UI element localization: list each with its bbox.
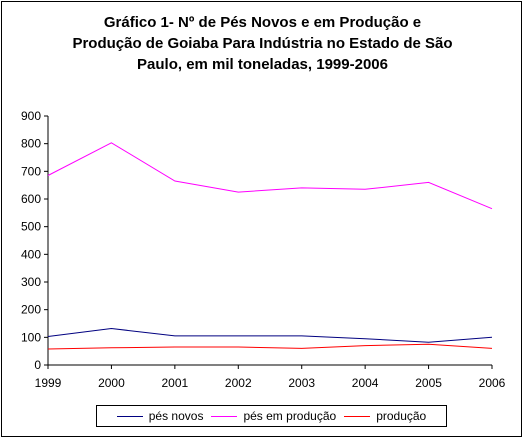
x-axis-ticks: 1999 2000 2001 2002 2003 2004 2005 2006 bbox=[35, 365, 506, 390]
x-tick-label: 2003 bbox=[288, 376, 315, 390]
series-line-pes-em-producao bbox=[47, 142, 493, 210]
legend-item-pes-em-producao: pés em produção bbox=[211, 409, 336, 423]
legend-item-pes-novos: pés novos bbox=[116, 409, 204, 423]
legend-swatch-pes-novos bbox=[116, 415, 143, 417]
x-tick-label: 2002 bbox=[225, 376, 252, 390]
y-tick-label: 300 bbox=[21, 275, 41, 289]
y-tick-label: 100 bbox=[21, 330, 41, 344]
y-axis-ticks: 0 100 200 300 400 500 600 700 800 900 bbox=[21, 109, 48, 372]
y-tick-label: 700 bbox=[21, 164, 41, 178]
y-tick-label: 900 bbox=[21, 109, 41, 123]
y-tick-label: 600 bbox=[21, 192, 41, 206]
y-tick-label: 200 bbox=[21, 303, 41, 317]
chart-title-line-2: Produção de Goiaba Para Indústria no Est… bbox=[72, 35, 453, 52]
series-lines bbox=[47, 142, 493, 350]
chart-title-line-1: Gráfico 1- Nº de Pés Novos e em Produção… bbox=[103, 14, 422, 31]
chart-title-line-3: Paulo, em mil toneladas, 1999-2006 bbox=[137, 56, 388, 73]
y-tick-label: 400 bbox=[21, 247, 41, 261]
chart-title: Gráfico 1- Nº de Pés Novos e em Produção… bbox=[0, 12, 525, 75]
x-tick-label: 2001 bbox=[162, 376, 189, 390]
x-tick-label: 2000 bbox=[98, 376, 125, 390]
series-line-pes-novos bbox=[47, 327, 493, 343]
legend: pés novos pés em produção produção bbox=[96, 405, 447, 427]
legend-label-pes-em-producao: pés em produção bbox=[243, 409, 337, 423]
legend-swatch-pes-em-producao bbox=[211, 415, 238, 417]
axes bbox=[47, 116, 492, 366]
x-tick-label: 2004 bbox=[352, 376, 379, 390]
x-tick-label: 2005 bbox=[415, 376, 442, 390]
legend-swatch-producao bbox=[344, 415, 371, 417]
legend-item-producao: produção bbox=[344, 409, 426, 423]
x-tick-label: 1999 bbox=[35, 376, 62, 390]
x-tick-label: 2006 bbox=[479, 376, 506, 390]
series-line-producao bbox=[47, 343, 493, 350]
y-tick-label: 0 bbox=[34, 358, 41, 372]
y-tick-label: 800 bbox=[21, 137, 41, 151]
legend-label-producao: produção bbox=[376, 409, 427, 423]
y-tick-label: 500 bbox=[21, 220, 41, 234]
legend-label-pes-novos: pés novos bbox=[148, 409, 204, 423]
